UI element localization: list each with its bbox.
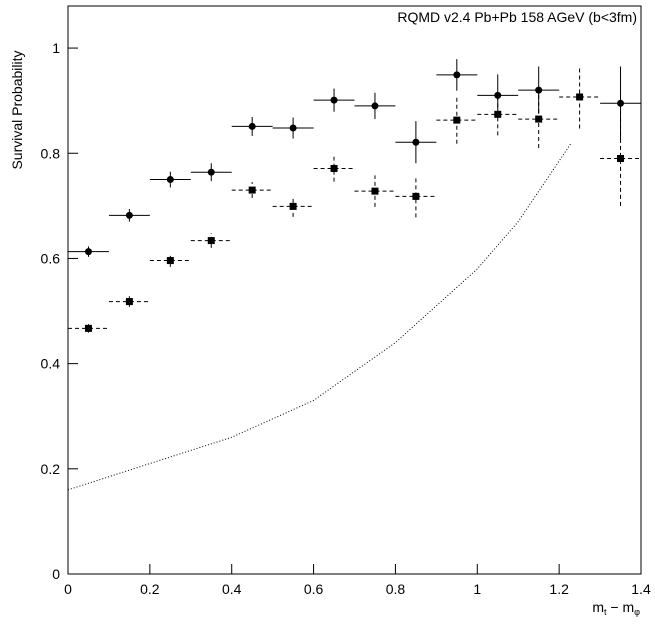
y-tick-label: 1 <box>52 40 60 56</box>
x-tick-label: 0.2 <box>140 581 160 597</box>
point <box>84 324 92 332</box>
point <box>412 192 420 200</box>
point <box>371 102 379 110</box>
y-tick-label: 0.6 <box>41 250 61 266</box>
point <box>248 122 256 130</box>
x-label-part: t <box>604 607 607 617</box>
y-tick-label: 0.2 <box>41 461 61 477</box>
point <box>453 116 461 124</box>
point <box>617 155 625 163</box>
point <box>84 248 92 256</box>
x-tick-label: 1.4 <box>631 581 651 597</box>
x-label-part: φ <box>634 607 640 617</box>
y-tick-label: 0.8 <box>41 145 61 161</box>
point <box>207 168 215 176</box>
x-label-part: m <box>592 599 604 615</box>
x-tick-label: 1 <box>473 581 481 597</box>
x-tick-label: 0.6 <box>304 581 324 597</box>
point <box>166 257 174 265</box>
x-tick-label: 0 <box>64 581 72 597</box>
point <box>535 115 543 123</box>
x-axis-label: mt − mφ <box>592 599 640 617</box>
point <box>412 138 420 146</box>
point <box>576 93 584 101</box>
chart-title: RQMD v2.4 Pb+Pb 158 AGeV (b<3fm) <box>397 9 637 25</box>
point <box>125 211 133 219</box>
x-tick-label: 0.4 <box>222 581 242 597</box>
point <box>494 91 502 99</box>
point <box>166 176 174 184</box>
x-tick-label: 1.2 <box>549 581 569 597</box>
point <box>207 237 215 245</box>
point <box>248 186 256 194</box>
point <box>617 99 625 107</box>
point <box>289 124 297 132</box>
x-label-part: − m <box>607 599 635 615</box>
curve <box>67 142 572 491</box>
point <box>371 187 379 195</box>
y-tick-label: 0 <box>52 566 60 582</box>
point <box>289 202 297 210</box>
point <box>330 96 338 104</box>
y-tick-label: 0.4 <box>41 356 61 372</box>
x-tick-label: 0.8 <box>386 581 406 597</box>
point <box>453 71 461 79</box>
point <box>494 110 502 118</box>
y-axis-label: Survival Probability <box>9 50 25 169</box>
point <box>330 165 338 173</box>
plot-frame <box>67 5 642 575</box>
point <box>125 298 133 306</box>
